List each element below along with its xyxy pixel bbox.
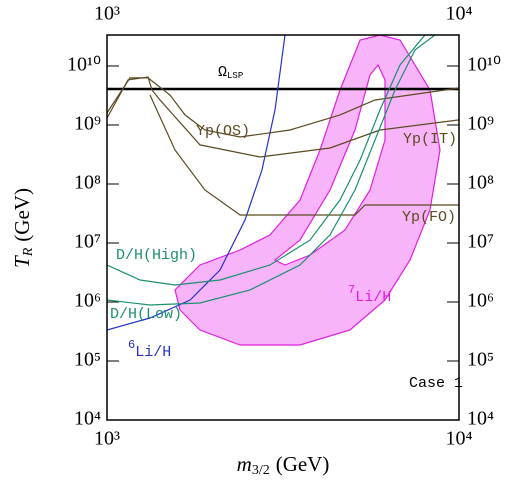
label-text: Yp(FO) xyxy=(402,209,456,226)
curve-label: Yp(OS) xyxy=(196,123,250,140)
x-tick-label: 10³ xyxy=(94,428,120,450)
x-tick-label-top: 10³ xyxy=(94,3,120,25)
label-sub: LSP xyxy=(227,71,243,81)
y-tick-label: 10⁸ xyxy=(74,172,101,194)
label-text: Yp(IT) xyxy=(403,131,457,148)
y-tick-label-right: 10⁷ xyxy=(467,231,494,253)
y-tick-label: 10⁴ xyxy=(74,408,101,430)
label-text: Yp(OS) xyxy=(196,123,250,140)
curve xyxy=(107,35,436,306)
li7-region xyxy=(174,35,441,346)
label-text: D/H(Low) xyxy=(110,306,182,323)
y-tick-label-right: 10⁸ xyxy=(467,172,494,194)
curve-label: 6Li/H xyxy=(128,338,171,361)
curve xyxy=(107,35,286,331)
curve xyxy=(107,76,459,158)
curve xyxy=(107,35,426,286)
label-sup: 6 xyxy=(128,338,135,352)
curve-label: Yp(FO) xyxy=(402,209,456,226)
plot-frame xyxy=(106,34,460,421)
curve xyxy=(149,94,459,216)
x-tick-label-top: 10⁴ xyxy=(446,3,473,25)
plot-layer xyxy=(107,35,459,346)
x-axis-label: m3/2 (GeV) xyxy=(237,452,330,478)
curve-label: Yp(IT) xyxy=(403,131,457,148)
y-tick-label-right: 10¹⁰ xyxy=(467,54,501,76)
case-label: Case 1 xyxy=(409,375,463,392)
y-tick-label: 10¹⁰ xyxy=(67,54,101,76)
y-tick-label: 10⁹ xyxy=(74,113,101,135)
label-text: Li/H xyxy=(355,289,391,306)
y-tick-label: 10⁶ xyxy=(74,290,101,312)
y-tick-label-right: 10⁶ xyxy=(467,290,494,312)
label-text: Li/H xyxy=(135,344,171,361)
y-tick-label-right: 10⁹ xyxy=(467,113,494,135)
y-tick-label-right: 10⁵ xyxy=(467,349,494,371)
label-text: Ω xyxy=(218,64,227,81)
y-axis-label: TR(GeV) xyxy=(10,188,36,268)
label-sup: 7 xyxy=(348,283,355,297)
curve-label: ΩLSP xyxy=(218,64,243,81)
label-text: D/H(High) xyxy=(116,247,197,264)
curve-label: D/H(High) xyxy=(116,247,197,264)
curve-label: D/H(Low) xyxy=(110,306,182,323)
region-label: 7Li/H xyxy=(348,283,391,306)
y-tick-label: 10⁷ xyxy=(74,231,101,253)
y-tick-label: 10⁵ xyxy=(74,349,101,371)
x-tick-label: 10⁴ xyxy=(446,428,473,450)
y-tick-label-right: 10⁴ xyxy=(467,408,494,430)
